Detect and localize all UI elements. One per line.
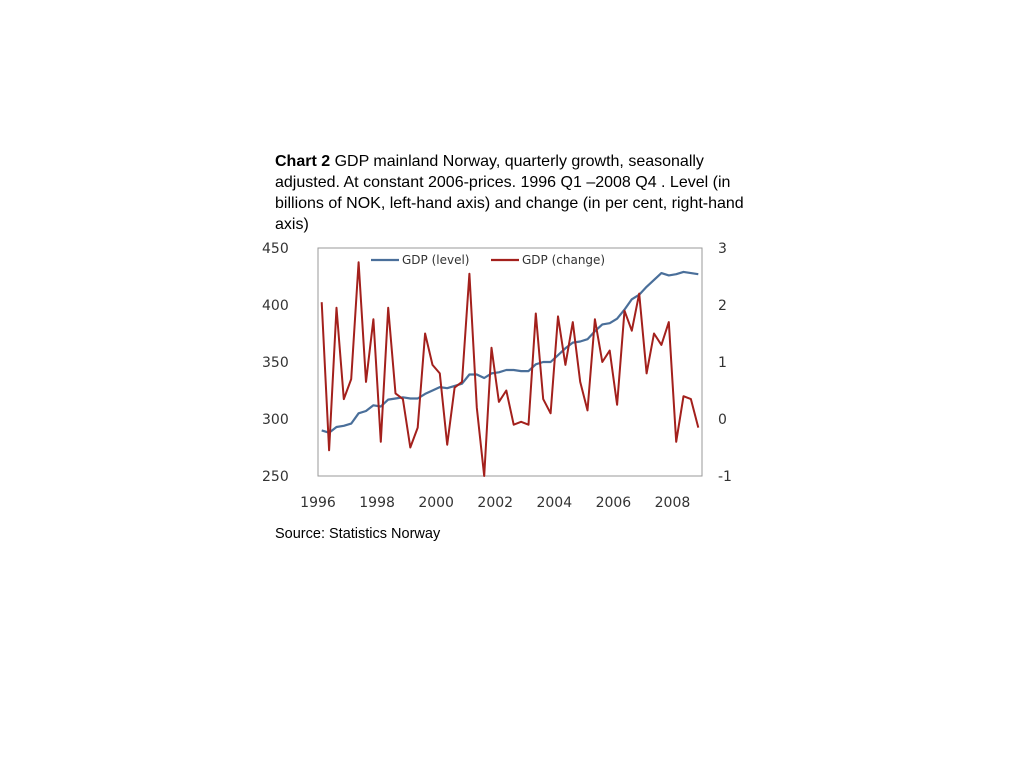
y-right-tick-label: 2 <box>718 298 727 314</box>
y-right-tick-label: -1 <box>718 469 732 485</box>
y-left-tick-label: 400 <box>262 298 289 314</box>
y-left-tick-label: 300 <box>262 412 289 428</box>
caption-label: Chart 2 <box>275 153 331 170</box>
x-axis: 1996 1998 2000 2002 2004 2006 2008 <box>300 495 690 511</box>
y-right-tick-label: 0 <box>718 412 727 428</box>
x-tick-label: 1996 <box>300 495 336 511</box>
right-axis: 3 2 1 0 -1 <box>718 241 732 485</box>
y-right-tick-label: 1 <box>718 355 727 371</box>
y-left-tick-label: 350 <box>262 355 289 371</box>
y-left-tick-label: 450 <box>262 241 289 257</box>
x-tick-label: 2004 <box>536 495 572 511</box>
x-tick-label: 2008 <box>655 495 691 511</box>
series-line-gdp-level <box>321 270 699 434</box>
series-line-gdp-change <box>320 261 700 477</box>
chart-caption: Chart 2 GDP mainland Norway, quarterly g… <box>275 151 745 235</box>
y-right-tick-label: 3 <box>718 241 727 257</box>
x-tick-label: 2002 <box>477 495 513 511</box>
legend: GDP (level) GDP (change) <box>371 253 605 267</box>
caption-text: GDP mainland Norway, quarterly growth, s… <box>275 153 744 233</box>
y-left-tick-label: 250 <box>262 469 289 485</box>
gdp-chart: 450 400 350 300 250 3 2 1 0 -1 1996 1998 2000 2002 2… <box>262 241 732 511</box>
left-axis: 450 400 350 300 250 <box>262 241 289 485</box>
plot-area-frame <box>317 247 703 477</box>
x-tick-label: 2000 <box>418 495 454 511</box>
legend-label-gdp-level: GDP (level) <box>402 253 470 267</box>
source-note: Source: Statistics Norway <box>275 526 441 542</box>
legend-label-gdp-change: GDP (change) <box>522 253 605 267</box>
series-layer <box>320 261 700 477</box>
x-tick-label: 2006 <box>596 495 632 511</box>
x-tick-label: 1998 <box>359 495 395 511</box>
